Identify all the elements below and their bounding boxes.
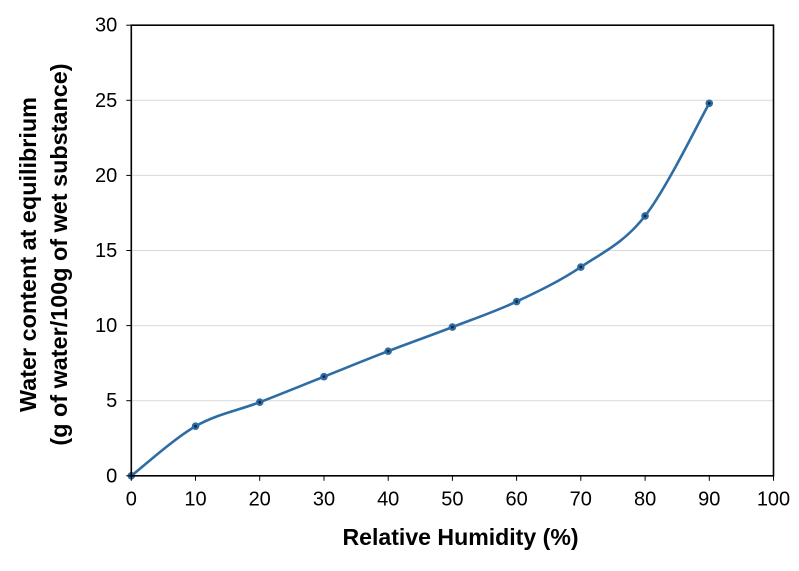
svg-text:0: 0: [126, 489, 137, 511]
svg-text:50: 50: [441, 489, 463, 511]
svg-text:30: 30: [313, 489, 335, 511]
svg-text:10: 10: [184, 489, 206, 511]
svg-text:5: 5: [106, 390, 117, 412]
svg-text:0: 0: [106, 465, 117, 487]
svg-text:20: 20: [249, 489, 271, 511]
svg-text:100: 100: [757, 489, 790, 511]
svg-text:90: 90: [698, 489, 720, 511]
svg-text:10: 10: [95, 315, 117, 337]
svg-text:80: 80: [634, 489, 656, 511]
svg-text:25: 25: [95, 90, 117, 112]
svg-text:40: 40: [377, 489, 399, 511]
svg-text:70: 70: [570, 489, 592, 511]
svg-text:60: 60: [505, 489, 527, 511]
svg-text:30: 30: [95, 15, 117, 37]
svg-text:15: 15: [95, 240, 117, 262]
svg-text:20: 20: [95, 165, 117, 187]
